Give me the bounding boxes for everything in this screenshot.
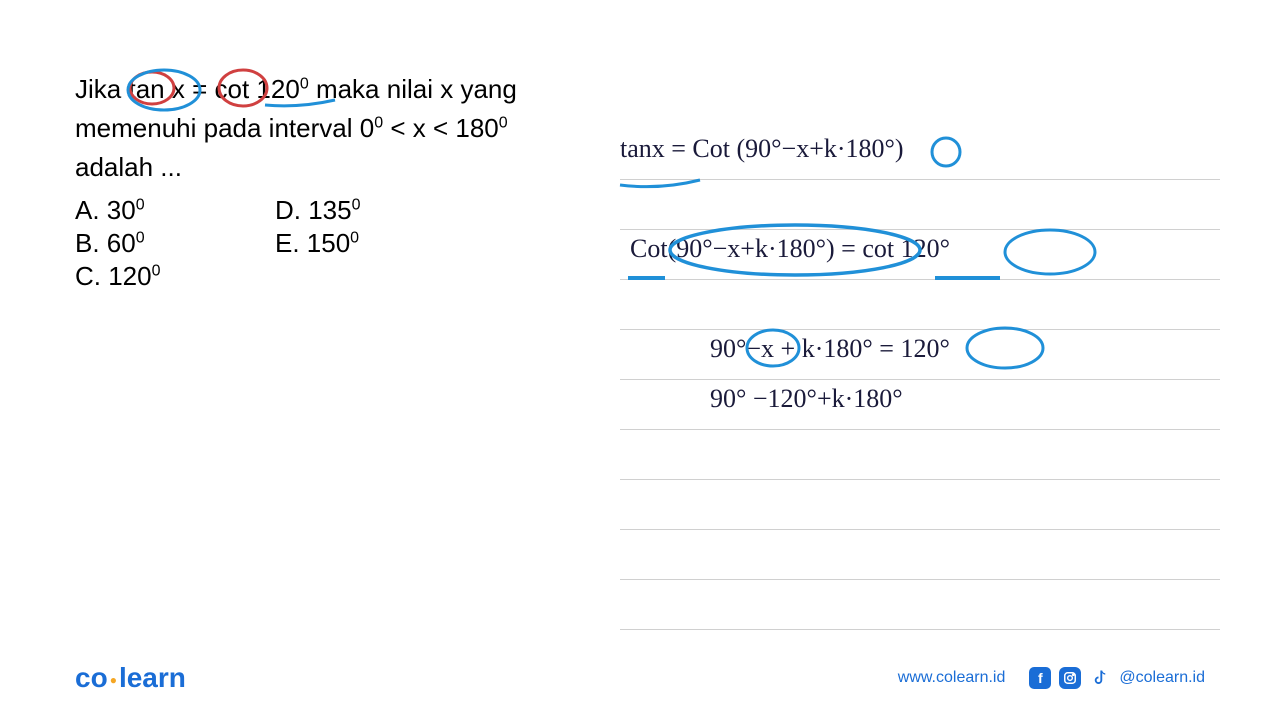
hw-row-2: Cot(90°−x+k·180°) = cot 120° [620, 230, 1220, 280]
footer-right: www.colearn.id f @colearn.id [898, 667, 1205, 689]
logo-dot: ● [110, 673, 117, 687]
option-a: A. 300 [75, 195, 275, 226]
hw-row-empty5 [620, 530, 1220, 580]
degree: 0 [499, 114, 508, 131]
logo-learn: learn [119, 662, 186, 693]
hw-row-3: 90°−x + k·180° = 120° [620, 330, 1220, 380]
options-grid: A. 300 D. 1350 B. 600 E. 1500 C. 1200 [75, 195, 635, 292]
socials: f @colearn.id [1029, 667, 1205, 689]
logo-co: co [75, 662, 108, 693]
hw-row-empty1 [620, 180, 1220, 230]
hw-row-1: tanx = Cot (90°−x+k·180°) [620, 130, 1220, 180]
q-prefix: Jika [75, 74, 128, 104]
q-x: x [165, 74, 192, 104]
q-cot: cot [215, 74, 257, 104]
option-b: B. 600 [75, 228, 275, 259]
hw-row-empty3 [620, 430, 1220, 480]
question-block: Jika tan x = cot 1200 maka nilai x yang … [75, 70, 635, 292]
q-line2a: memenuhi pada interval 0 [75, 113, 374, 143]
hw-line2: Cot(90°−x+k·180°) = cot 120° [630, 234, 950, 264]
footer-handle: @colearn.id [1119, 669, 1205, 687]
q-line2b: < x < 180 [383, 113, 499, 143]
tiktok-icon [1089, 667, 1111, 689]
q-line3: adalah ... [75, 152, 182, 182]
degree: 0 [374, 114, 383, 131]
question-text: Jika tan x = cot 1200 maka nilai x yang … [75, 70, 635, 187]
q-eq: = [192, 74, 214, 104]
hw-line4: 90° −120°+k·180° [710, 384, 903, 414]
option-c: C. 1200 [75, 261, 275, 292]
option-d: D. 1350 [275, 195, 475, 226]
hw-line3: 90°−x + k·180° = 120° [710, 334, 950, 364]
handwriting-block: tanx = Cot (90°−x+k·180°) Cot(90°−x+k·18… [620, 130, 1220, 630]
facebook-icon: f [1029, 667, 1051, 689]
q-tan: tan [128, 74, 164, 104]
hw-row-4: 90° −120°+k·180° [620, 380, 1220, 430]
option-e: E. 1500 [275, 228, 475, 259]
footer: co●learn www.colearn.id f @colearn.id [0, 658, 1280, 698]
q-angle: 120 [256, 74, 299, 104]
instagram-icon [1059, 667, 1081, 689]
degree: 0 [300, 75, 309, 92]
hw-row-empty4 [620, 480, 1220, 530]
q-suffix: maka nilai x yang [309, 74, 517, 104]
hw-row-empty2 [620, 280, 1220, 330]
hw-row-empty6 [620, 580, 1220, 630]
footer-url: www.colearn.id [898, 669, 1006, 687]
hw-line1: tanx = Cot (90°−x+k·180°) [620, 134, 904, 164]
logo: co●learn [75, 662, 186, 694]
